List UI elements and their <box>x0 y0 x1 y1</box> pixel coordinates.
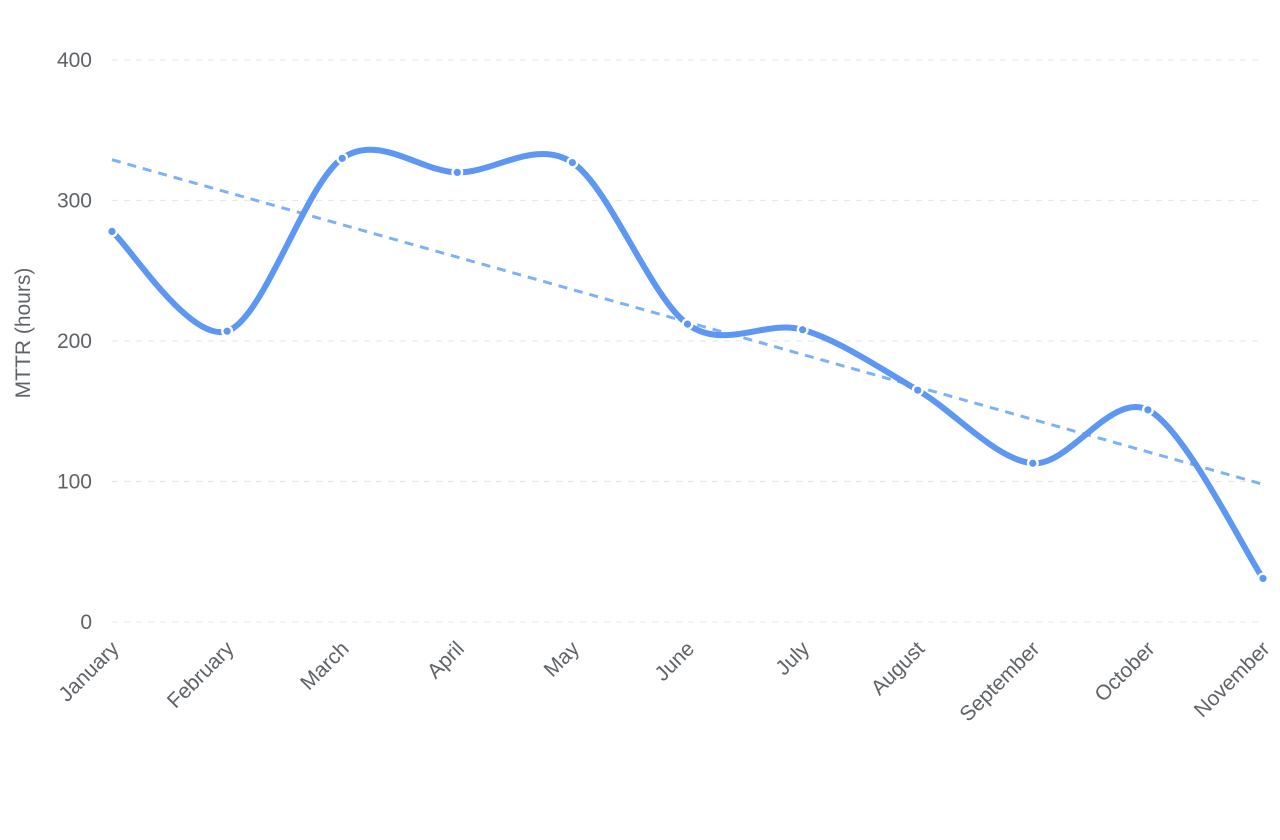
data-point-may[interactable] <box>566 156 579 169</box>
x-tick-label: June <box>651 637 699 685</box>
x-tick-label: August <box>867 637 930 700</box>
x-tick-label: November <box>1190 637 1275 722</box>
y-tick-label: 300 <box>57 190 92 213</box>
data-point-july[interactable] <box>796 323 809 336</box>
x-tick-label: October <box>1090 637 1159 706</box>
data-point-august[interactable] <box>911 384 924 397</box>
x-tick-label: March <box>296 637 354 695</box>
x-tick-label: April <box>423 637 469 683</box>
data-point-march[interactable] <box>336 152 349 165</box>
data-point-october[interactable] <box>1141 403 1154 416</box>
x-axis: January February March April May June July Augu… <box>54 637 1274 726</box>
y-tick-label: 400 <box>57 49 92 72</box>
y-axis-title: MTTR (hours) <box>12 268 35 399</box>
data-point-february[interactable] <box>221 325 234 338</box>
x-tick-label: July <box>771 637 814 680</box>
data-points <box>105 152 1269 585</box>
x-tick-label: January <box>54 637 123 706</box>
y-tick-label: 0 <box>80 611 92 634</box>
data-point-september[interactable] <box>1026 457 1039 470</box>
grid-lines <box>112 59 1263 623</box>
x-tick-label: September <box>955 637 1044 726</box>
data-point-november[interactable] <box>1256 572 1269 585</box>
series-line-0 <box>109 146 1266 582</box>
data-point-april[interactable] <box>451 166 464 179</box>
y-tick-label: 100 <box>57 471 92 494</box>
x-tick-label: February <box>163 637 239 713</box>
y-axis: 0 100 200 300 400 <box>57 49 92 634</box>
x-tick-label: May <box>540 637 585 682</box>
data-point-january[interactable] <box>105 225 118 238</box>
series-layer <box>109 146 1266 582</box>
data-point-june[interactable] <box>681 318 694 331</box>
y-tick-label: 200 <box>57 330 92 353</box>
